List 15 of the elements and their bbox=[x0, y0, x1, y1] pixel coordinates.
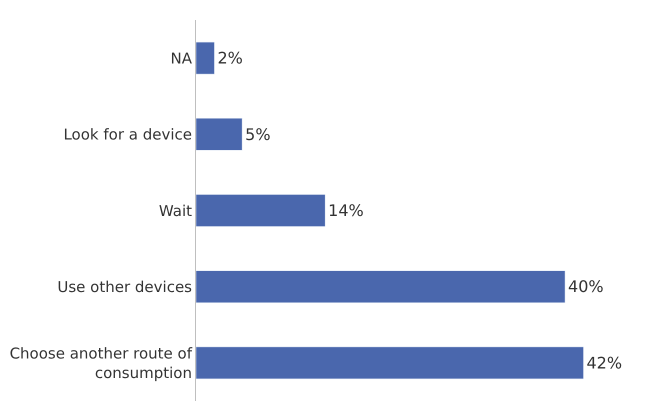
data-label: 2% bbox=[217, 48, 243, 68]
data-label: 5% bbox=[245, 124, 271, 144]
bar bbox=[196, 270, 566, 303]
bar bbox=[196, 118, 242, 151]
y-tick-label: Use other devices bbox=[57, 278, 192, 296]
bar bbox=[196, 194, 326, 227]
data-label: 42% bbox=[586, 353, 622, 372]
y-tick-label: Choose another route of consumption bbox=[10, 344, 193, 382]
y-tick-label: NA bbox=[170, 49, 193, 68]
y-tick-label: Wait bbox=[158, 202, 192, 220]
bar bbox=[196, 42, 215, 74]
data-label: 14% bbox=[328, 201, 364, 220]
data-label: 40% bbox=[568, 277, 604, 296]
bar bbox=[196, 346, 584, 380]
y-tick-label: Look for a device bbox=[63, 126, 192, 144]
